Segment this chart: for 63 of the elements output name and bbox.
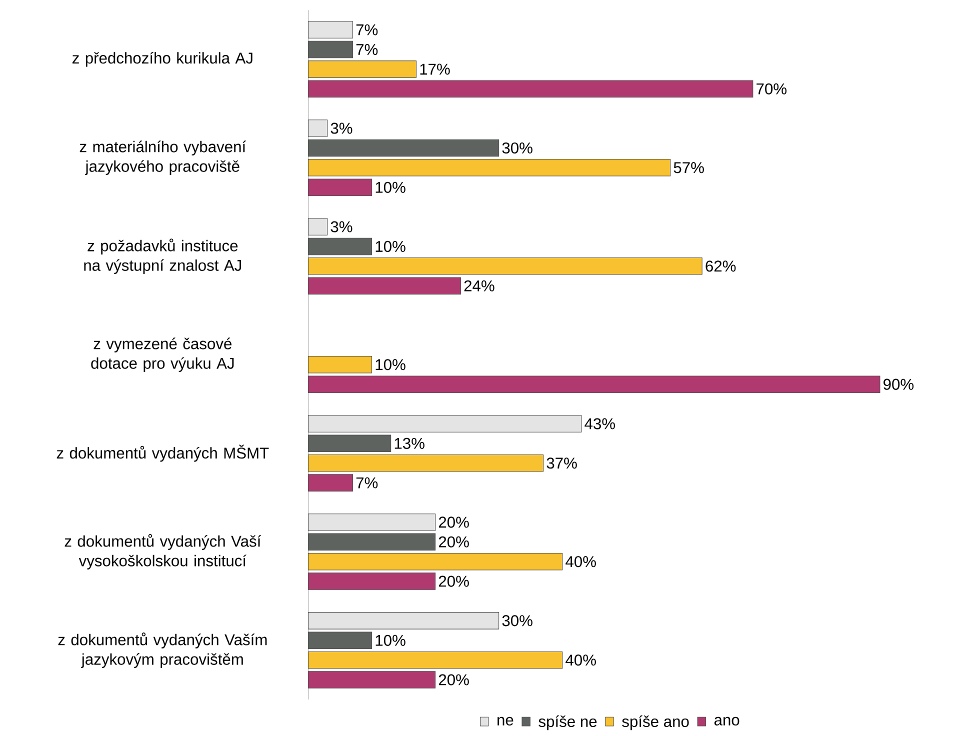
bar (308, 40, 353, 58)
data-label: 90% (884, 378, 914, 390)
bar (308, 415, 582, 432)
data-label: 17% (420, 64, 450, 75)
legend-label: ano (714, 716, 740, 726)
bar (308, 21, 353, 38)
bar (308, 258, 702, 275)
data-label: 3% (330, 122, 352, 134)
bar (308, 671, 436, 688)
bar (308, 60, 416, 78)
bar (308, 632, 372, 650)
data-label: 10% (376, 634, 406, 646)
data-label: 40% (566, 654, 596, 666)
data-label: 20% (438, 536, 469, 548)
data-label: 10% (376, 359, 406, 370)
bar (308, 376, 880, 393)
data-label: 20% (438, 516, 469, 528)
data-label: 20% (438, 674, 469, 686)
bar (308, 474, 353, 492)
bar (308, 356, 372, 374)
y-tick-label: z materiálního vybavení jazykového pracoviště (80, 140, 246, 175)
bar (308, 552, 563, 570)
data-label: 13% (394, 438, 424, 449)
data-label: 43% (584, 418, 615, 430)
bar (308, 178, 372, 196)
bar (308, 514, 436, 531)
bar (308, 80, 754, 98)
y-tick-label: z dokumentů vydaných Vaším jazykovým pracovištěm (58, 632, 267, 668)
bar (308, 651, 563, 669)
data-label: 7% (356, 44, 378, 55)
y-tick-label: z dokumentů vydaných MŠMT (56, 444, 269, 462)
data-label: 30% (502, 615, 532, 626)
bar (308, 612, 500, 630)
bar (308, 277, 461, 294)
data-label: 20% (438, 576, 469, 587)
data-label: 10% (376, 240, 406, 252)
data-label: 3% (330, 221, 352, 232)
bar (308, 572, 436, 590)
legend-label: spíše ano (622, 715, 689, 730)
bar (308, 434, 392, 452)
y-tick-label: z předchozího kurikula AJ (72, 52, 252, 67)
legend-label: ne (498, 716, 514, 726)
data-label: 37% (546, 458, 577, 469)
legend-label: spíše ne (538, 715, 597, 730)
bar (308, 159, 671, 176)
y-tick-label: z vymezené časové dotace pro výuku AJ (91, 338, 234, 372)
data-label: 70% (756, 83, 787, 94)
y-tick-label: z dokumentů vydaných Vaší vysokoškolskou institucí (64, 534, 262, 570)
data-label: 7% (356, 477, 378, 488)
data-label: 30% (502, 142, 532, 154)
bar (308, 139, 500, 157)
data-label: 40% (566, 556, 596, 568)
data-label: 10% (376, 182, 406, 193)
data-label: 24% (464, 280, 494, 292)
data-label: 7% (356, 24, 378, 36)
bar (308, 454, 544, 472)
bar (308, 218, 328, 236)
bar (308, 120, 328, 137)
data-label: 62% (706, 260, 736, 272)
data-label: 57% (674, 162, 704, 174)
bar (308, 238, 372, 256)
y-tick-label: z požadavků instituce na výstupní znalost AJ (84, 238, 242, 274)
bar (308, 533, 436, 551)
